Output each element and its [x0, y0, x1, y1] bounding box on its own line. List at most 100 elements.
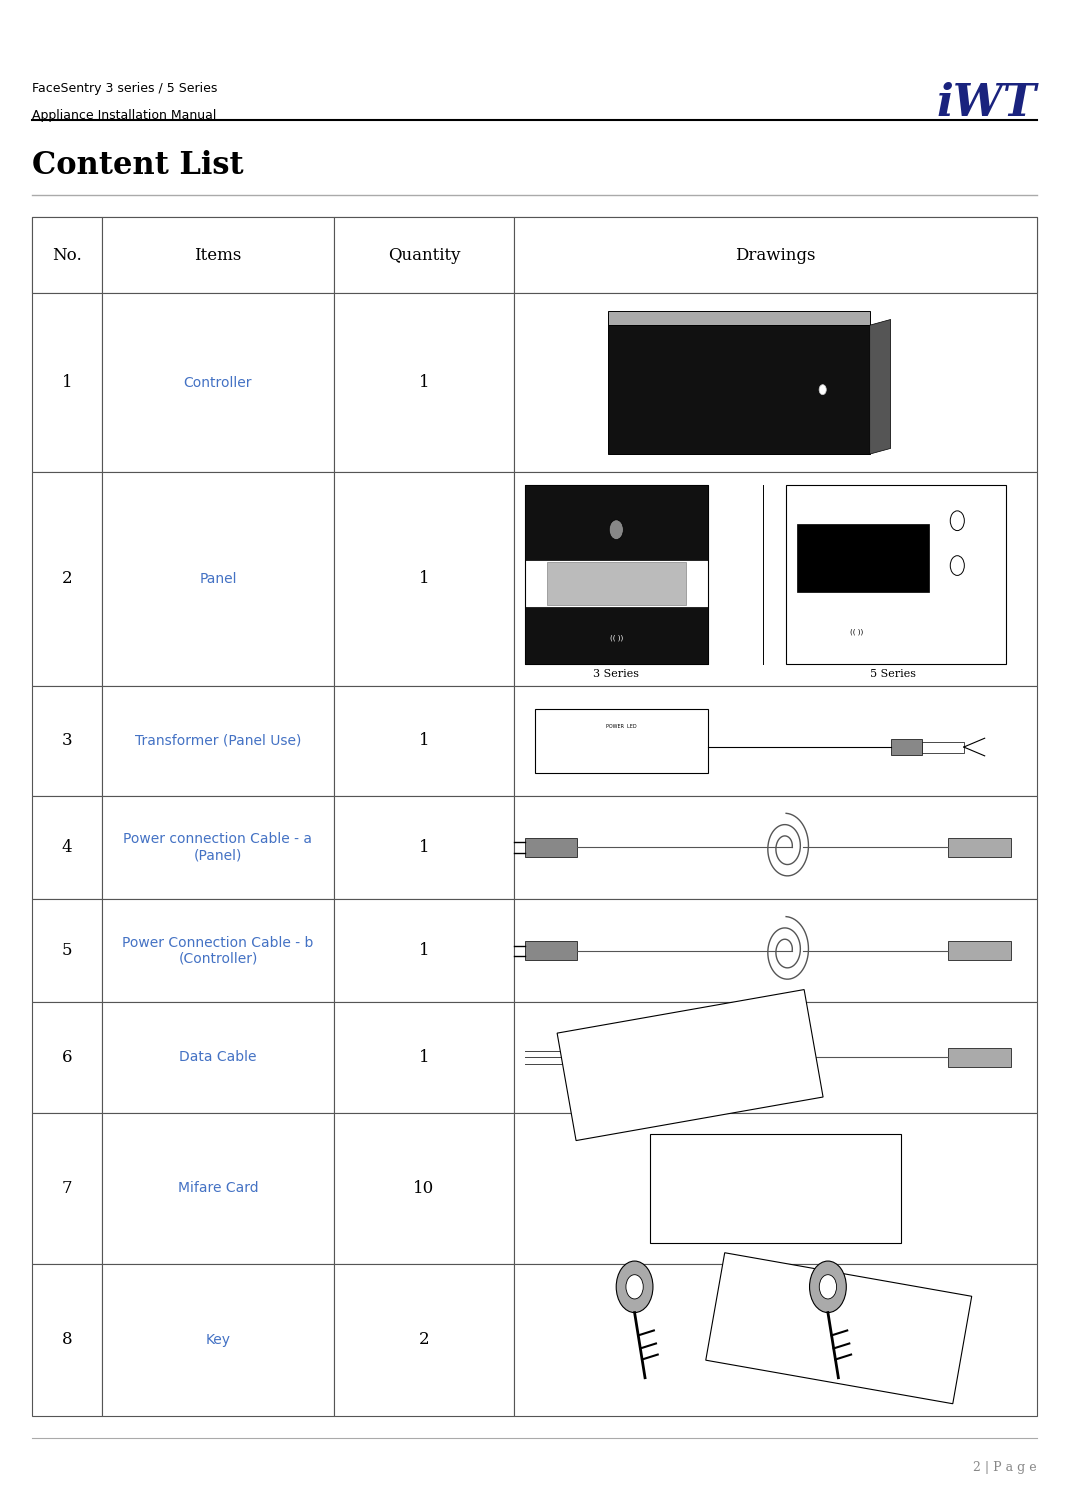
- Text: Key: Key: [205, 1333, 231, 1347]
- Circle shape: [819, 385, 826, 394]
- Text: Drawings: Drawings: [735, 247, 816, 264]
- Bar: [32, 1113, 103, 1264]
- Text: 5 Series: 5 Series: [870, 670, 916, 679]
- Circle shape: [950, 511, 964, 530]
- Bar: [334, 1002, 514, 1113]
- Bar: [334, 294, 514, 472]
- Circle shape: [626, 1275, 644, 1299]
- Bar: [103, 899, 334, 1002]
- Bar: [514, 294, 1037, 472]
- Bar: [514, 472, 1037, 686]
- Text: 3 Series: 3 Series: [593, 670, 639, 679]
- Circle shape: [609, 520, 623, 539]
- Bar: [948, 837, 1011, 857]
- Bar: [797, 524, 929, 593]
- Text: Transformer (Panel Use): Transformer (Panel Use): [135, 734, 301, 748]
- Bar: [32, 1002, 103, 1113]
- Text: iWT: iWT: [936, 82, 1037, 126]
- Bar: [514, 795, 1037, 899]
- Circle shape: [809, 1261, 847, 1312]
- Circle shape: [950, 556, 964, 575]
- Bar: [32, 1264, 103, 1416]
- Text: Power Connection Cable - b
(Controller): Power Connection Cable - b (Controller): [122, 936, 313, 966]
- Text: 5: 5: [62, 942, 73, 959]
- Bar: [948, 941, 1011, 960]
- Bar: [32, 294, 103, 472]
- Bar: [334, 472, 514, 686]
- Bar: [103, 1002, 334, 1113]
- Bar: [32, 899, 103, 1002]
- Bar: [514, 1264, 1037, 1416]
- Bar: [608, 325, 870, 454]
- Text: 3: 3: [62, 733, 73, 749]
- Bar: [103, 686, 334, 795]
- Bar: [103, 294, 334, 472]
- Text: 1: 1: [419, 733, 430, 749]
- Bar: [103, 217, 334, 294]
- Bar: [608, 312, 870, 325]
- Text: No.: No.: [52, 247, 82, 264]
- Bar: [536, 709, 708, 773]
- Bar: [32, 217, 1037, 294]
- Bar: [921, 742, 964, 752]
- Bar: [334, 795, 514, 899]
- Text: POWER  LED: POWER LED: [606, 724, 637, 730]
- Bar: [514, 686, 1037, 795]
- Text: Appliance Installation Manual: Appliance Installation Manual: [32, 109, 216, 123]
- Bar: [514, 1002, 1037, 1113]
- Text: (( )): (( )): [850, 629, 863, 635]
- Bar: [525, 485, 708, 560]
- Text: 4: 4: [62, 839, 73, 855]
- Bar: [514, 217, 1037, 294]
- Text: 8: 8: [62, 1332, 73, 1348]
- Text: (( )): (( )): [609, 634, 623, 641]
- Bar: [706, 1252, 972, 1404]
- Text: Data Cable: Data Cable: [180, 1050, 257, 1065]
- Text: 1: 1: [419, 571, 430, 587]
- Bar: [103, 795, 334, 899]
- Text: Power connection Cable - a
(Panel): Power connection Cable - a (Panel): [123, 833, 312, 863]
- Circle shape: [819, 1275, 837, 1299]
- Bar: [334, 1113, 514, 1264]
- Text: 1: 1: [419, 839, 430, 855]
- Bar: [525, 485, 708, 664]
- Polygon shape: [870, 319, 890, 454]
- Text: 1: 1: [419, 374, 430, 391]
- Text: 2 | P a g e: 2 | P a g e: [973, 1461, 1037, 1474]
- Bar: [525, 941, 577, 960]
- Bar: [103, 1264, 334, 1416]
- Text: Panel: Panel: [199, 572, 236, 586]
- Text: 2: 2: [419, 1332, 430, 1348]
- Bar: [32, 686, 103, 795]
- Text: FaceSentry 3 series / 5 Series: FaceSentry 3 series / 5 Series: [32, 82, 217, 96]
- Bar: [525, 607, 708, 664]
- Bar: [334, 686, 514, 795]
- Text: 6: 6: [62, 1049, 73, 1067]
- Bar: [948, 1047, 1011, 1068]
- Bar: [32, 795, 103, 899]
- Bar: [334, 1264, 514, 1416]
- Bar: [786, 485, 1006, 664]
- Text: 1: 1: [62, 374, 73, 391]
- Bar: [525, 837, 577, 857]
- Bar: [547, 562, 686, 605]
- Text: 1: 1: [419, 1049, 430, 1067]
- Bar: [32, 472, 103, 686]
- Bar: [103, 1113, 334, 1264]
- Text: 2: 2: [62, 571, 73, 587]
- Text: Items: Items: [195, 247, 242, 264]
- Bar: [557, 990, 823, 1140]
- Text: Content List: Content List: [32, 150, 244, 181]
- Text: 7: 7: [62, 1180, 73, 1197]
- Bar: [650, 1134, 901, 1243]
- Text: Controller: Controller: [184, 376, 252, 389]
- Bar: [334, 899, 514, 1002]
- Bar: [103, 472, 334, 686]
- Bar: [514, 899, 1037, 1002]
- Text: 10: 10: [414, 1180, 435, 1197]
- Circle shape: [616, 1261, 653, 1312]
- Text: Mifare Card: Mifare Card: [177, 1182, 259, 1195]
- Bar: [890, 740, 921, 755]
- Bar: [514, 1113, 1037, 1264]
- Bar: [334, 217, 514, 294]
